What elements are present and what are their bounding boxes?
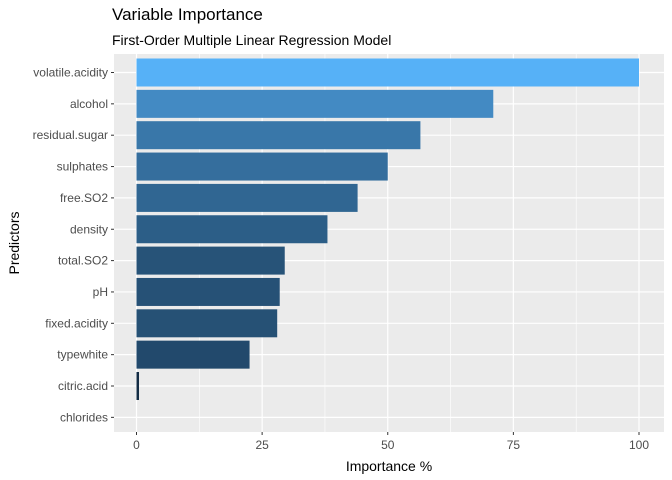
- y-tick-label: sulphates: [57, 160, 108, 174]
- x-tick-label: 50: [381, 438, 395, 452]
- x-tick-labels: 0 25 50 75 100: [133, 432, 649, 452]
- y-tick-label: typewhite: [57, 348, 108, 362]
- bar-citric-acid: [136, 372, 140, 400]
- y-tick-labels: volatile.acidity alcohol residual.sugar sul…: [33, 66, 114, 424]
- bar-total-SO2: [136, 246, 285, 275]
- y-tick-label: citric.acid: [58, 379, 108, 393]
- x-tick-label: 25: [255, 438, 269, 452]
- y-tick-label: alcohol: [70, 97, 108, 111]
- y-tick-label: chlorides: [60, 410, 108, 424]
- y-tick-label: density: [70, 222, 108, 236]
- bars: [136, 58, 639, 400]
- y-tick-label: residual.sugar: [33, 128, 108, 142]
- x-axis-title: Importance %: [346, 458, 432, 474]
- x-tick-label: 75: [507, 438, 521, 452]
- bar-residual-sugar: [136, 121, 421, 150]
- y-tick-label: pH: [93, 285, 108, 299]
- bar-fixed-acidity: [136, 309, 278, 338]
- chart-subtitle: First-Order Multiple Linear Regression M…: [112, 32, 392, 48]
- y-tick-label: volatile.acidity: [33, 66, 108, 80]
- x-tick-label: 0: [133, 438, 140, 452]
- bar-sulphates: [136, 152, 388, 181]
- x-tick-label: 100: [629, 438, 649, 452]
- bar-volatile-acidity: [136, 58, 639, 87]
- chart-title: Variable Importance: [112, 5, 263, 24]
- bar-alcohol: [136, 89, 494, 118]
- y-tick-label: total.SO2: [58, 254, 108, 268]
- y-axis-title: Predictors: [6, 211, 22, 274]
- y-tick-label: free.SO2: [60, 191, 108, 205]
- bar-free-SO2: [136, 183, 358, 212]
- bar-pH: [136, 277, 280, 306]
- bar-typewhite: [136, 340, 250, 369]
- bar-density: [136, 215, 328, 244]
- y-tick-label: fixed.acidity: [45, 316, 108, 330]
